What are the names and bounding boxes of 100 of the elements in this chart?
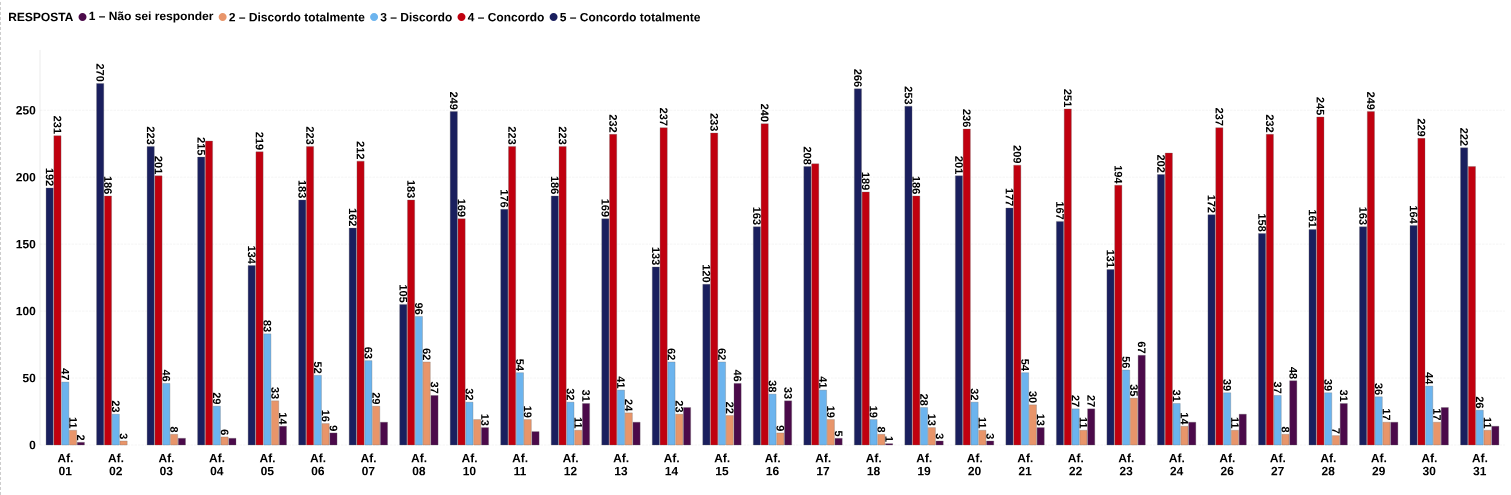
data-label: 44 bbox=[1425, 372, 1433, 385]
data-label: 222 bbox=[1460, 128, 1468, 146]
data-label: 3 bbox=[119, 433, 128, 439]
x-tick-label: Af. 16 bbox=[764, 453, 780, 476]
data-label: 167 bbox=[1056, 202, 1064, 220]
legend-label: 5 – Concordo totalmente bbox=[560, 12, 701, 22]
data-label: 9 bbox=[776, 425, 785, 431]
data-label: 253 bbox=[904, 86, 913, 105]
data-label: 183 bbox=[407, 180, 415, 198]
x-tick-label: Af. 26 bbox=[1219, 453, 1235, 476]
data-label: 270 bbox=[96, 63, 105, 82]
data-label: 236 bbox=[962, 109, 971, 127]
data-label: 164 bbox=[1409, 206, 1418, 224]
x-tick-label: Af. 29 bbox=[1371, 453, 1387, 476]
data-label: 120 bbox=[702, 265, 711, 283]
data-label: 9 bbox=[329, 425, 338, 431]
data-label: 62 bbox=[422, 348, 431, 360]
x-tick-label: Af. 24 bbox=[1169, 453, 1184, 476]
data-label: 54 bbox=[516, 359, 524, 371]
data-label: 23 bbox=[111, 400, 120, 413]
data-label: 7 bbox=[1332, 428, 1340, 434]
x-tick-label: Af. 23 bbox=[1118, 453, 1134, 476]
data-label: 14 bbox=[279, 413, 287, 425]
data-label: 17 bbox=[1433, 409, 1441, 421]
data-label: 201 bbox=[955, 156, 963, 174]
data-label: 16 bbox=[321, 410, 330, 422]
data-label: 11 bbox=[69, 417, 77, 429]
data-label: 31 bbox=[582, 389, 590, 402]
data-label: 28 bbox=[920, 394, 928, 406]
x-tick-label: Af. 12 bbox=[562, 453, 578, 476]
legend-title: RESPOSTA bbox=[9, 12, 73, 22]
data-label: 177 bbox=[1005, 188, 1014, 206]
data-label: 29 bbox=[212, 392, 221, 405]
data-label: 105 bbox=[399, 285, 408, 303]
data-label: 176 bbox=[500, 190, 509, 208]
x-tick-label: Af. 02 bbox=[108, 453, 124, 476]
data-label: 27 bbox=[1087, 395, 1096, 407]
data-label: 67 bbox=[1137, 341, 1146, 354]
data-label: 231 bbox=[53, 116, 62, 134]
data-label: 62 bbox=[718, 348, 726, 360]
x-tick-label: Af. 18 bbox=[866, 453, 881, 476]
y-tick-label: 150 bbox=[16, 239, 36, 249]
data-label: 186 bbox=[550, 176, 559, 194]
data-label: 134 bbox=[247, 246, 256, 264]
data-label: 223 bbox=[306, 126, 314, 145]
data-label: 232 bbox=[609, 114, 618, 133]
y-tick-label: 250 bbox=[16, 106, 36, 115]
x-tick-label: Af. 06 bbox=[310, 453, 326, 476]
data-label: 29 bbox=[372, 392, 381, 405]
data-label: 201 bbox=[154, 156, 163, 174]
x-tick-label: Af. 07 bbox=[360, 453, 376, 476]
data-label: 56 bbox=[1122, 356, 1130, 368]
legend-label: 1 – Não sei responder bbox=[89, 11, 214, 23]
data-label: 186 bbox=[912, 176, 921, 194]
y-tick-label: 0 bbox=[29, 440, 36, 450]
data-label: 26 bbox=[1475, 396, 1484, 409]
data-label: 39 bbox=[1324, 379, 1333, 391]
data-label: 19 bbox=[826, 406, 835, 418]
data-label: 54 bbox=[1021, 359, 1029, 371]
data-label: 158 bbox=[1258, 214, 1266, 232]
data-label: 212 bbox=[356, 141, 365, 160]
x-tick-label: Af. 15 bbox=[714, 453, 730, 476]
data-label: 62 bbox=[667, 348, 676, 360]
data-label: 3 bbox=[986, 433, 995, 439]
x-tick-label: Af. 01 bbox=[57, 453, 73, 476]
data-label: 202 bbox=[1157, 154, 1165, 173]
data-label: 8 bbox=[877, 426, 886, 433]
data-label: 11 bbox=[978, 417, 987, 429]
data-label: 13 bbox=[927, 414, 936, 426]
data-label: 14 bbox=[1180, 413, 1189, 425]
data-label: 233 bbox=[710, 113, 719, 131]
data-label: 23 bbox=[675, 400, 684, 413]
data-label: 3 bbox=[935, 433, 944, 439]
data-label: 161 bbox=[1308, 210, 1317, 228]
data-label: 163 bbox=[1359, 207, 1367, 225]
data-label: 194 bbox=[1114, 165, 1123, 184]
data-label: 46 bbox=[162, 369, 171, 382]
legend-label: 2 – Discordo totalmente bbox=[229, 12, 365, 22]
data-label: 36 bbox=[1374, 383, 1383, 395]
data-label: 17 bbox=[1382, 409, 1391, 421]
data-label: 52 bbox=[313, 361, 322, 374]
data-label: 1 bbox=[885, 436, 893, 442]
data-label: 11 bbox=[1483, 417, 1492, 429]
y-tick-label: 200 bbox=[16, 172, 36, 182]
data-label: 48 bbox=[1289, 367, 1298, 379]
data-label: 133 bbox=[651, 247, 660, 265]
data-label: 249 bbox=[449, 91, 458, 110]
x-tick-label: Af. 30 bbox=[1421, 453, 1437, 476]
data-label: 169 bbox=[601, 199, 610, 217]
data-label: 223 bbox=[146, 126, 155, 145]
data-label: 249 bbox=[1366, 91, 1375, 110]
data-label: 31 bbox=[1339, 389, 1348, 402]
data-label: 189 bbox=[861, 172, 870, 190]
data-label: 35 bbox=[1130, 384, 1138, 397]
data-label: 46 bbox=[733, 369, 742, 382]
data-label: 13 bbox=[481, 414, 489, 426]
x-tick-label: Af. 10 bbox=[461, 453, 477, 476]
data-label: 27 bbox=[1071, 395, 1080, 407]
x-tick-label: Af. 04 bbox=[209, 453, 225, 476]
data-label: 8 bbox=[1281, 426, 1290, 433]
